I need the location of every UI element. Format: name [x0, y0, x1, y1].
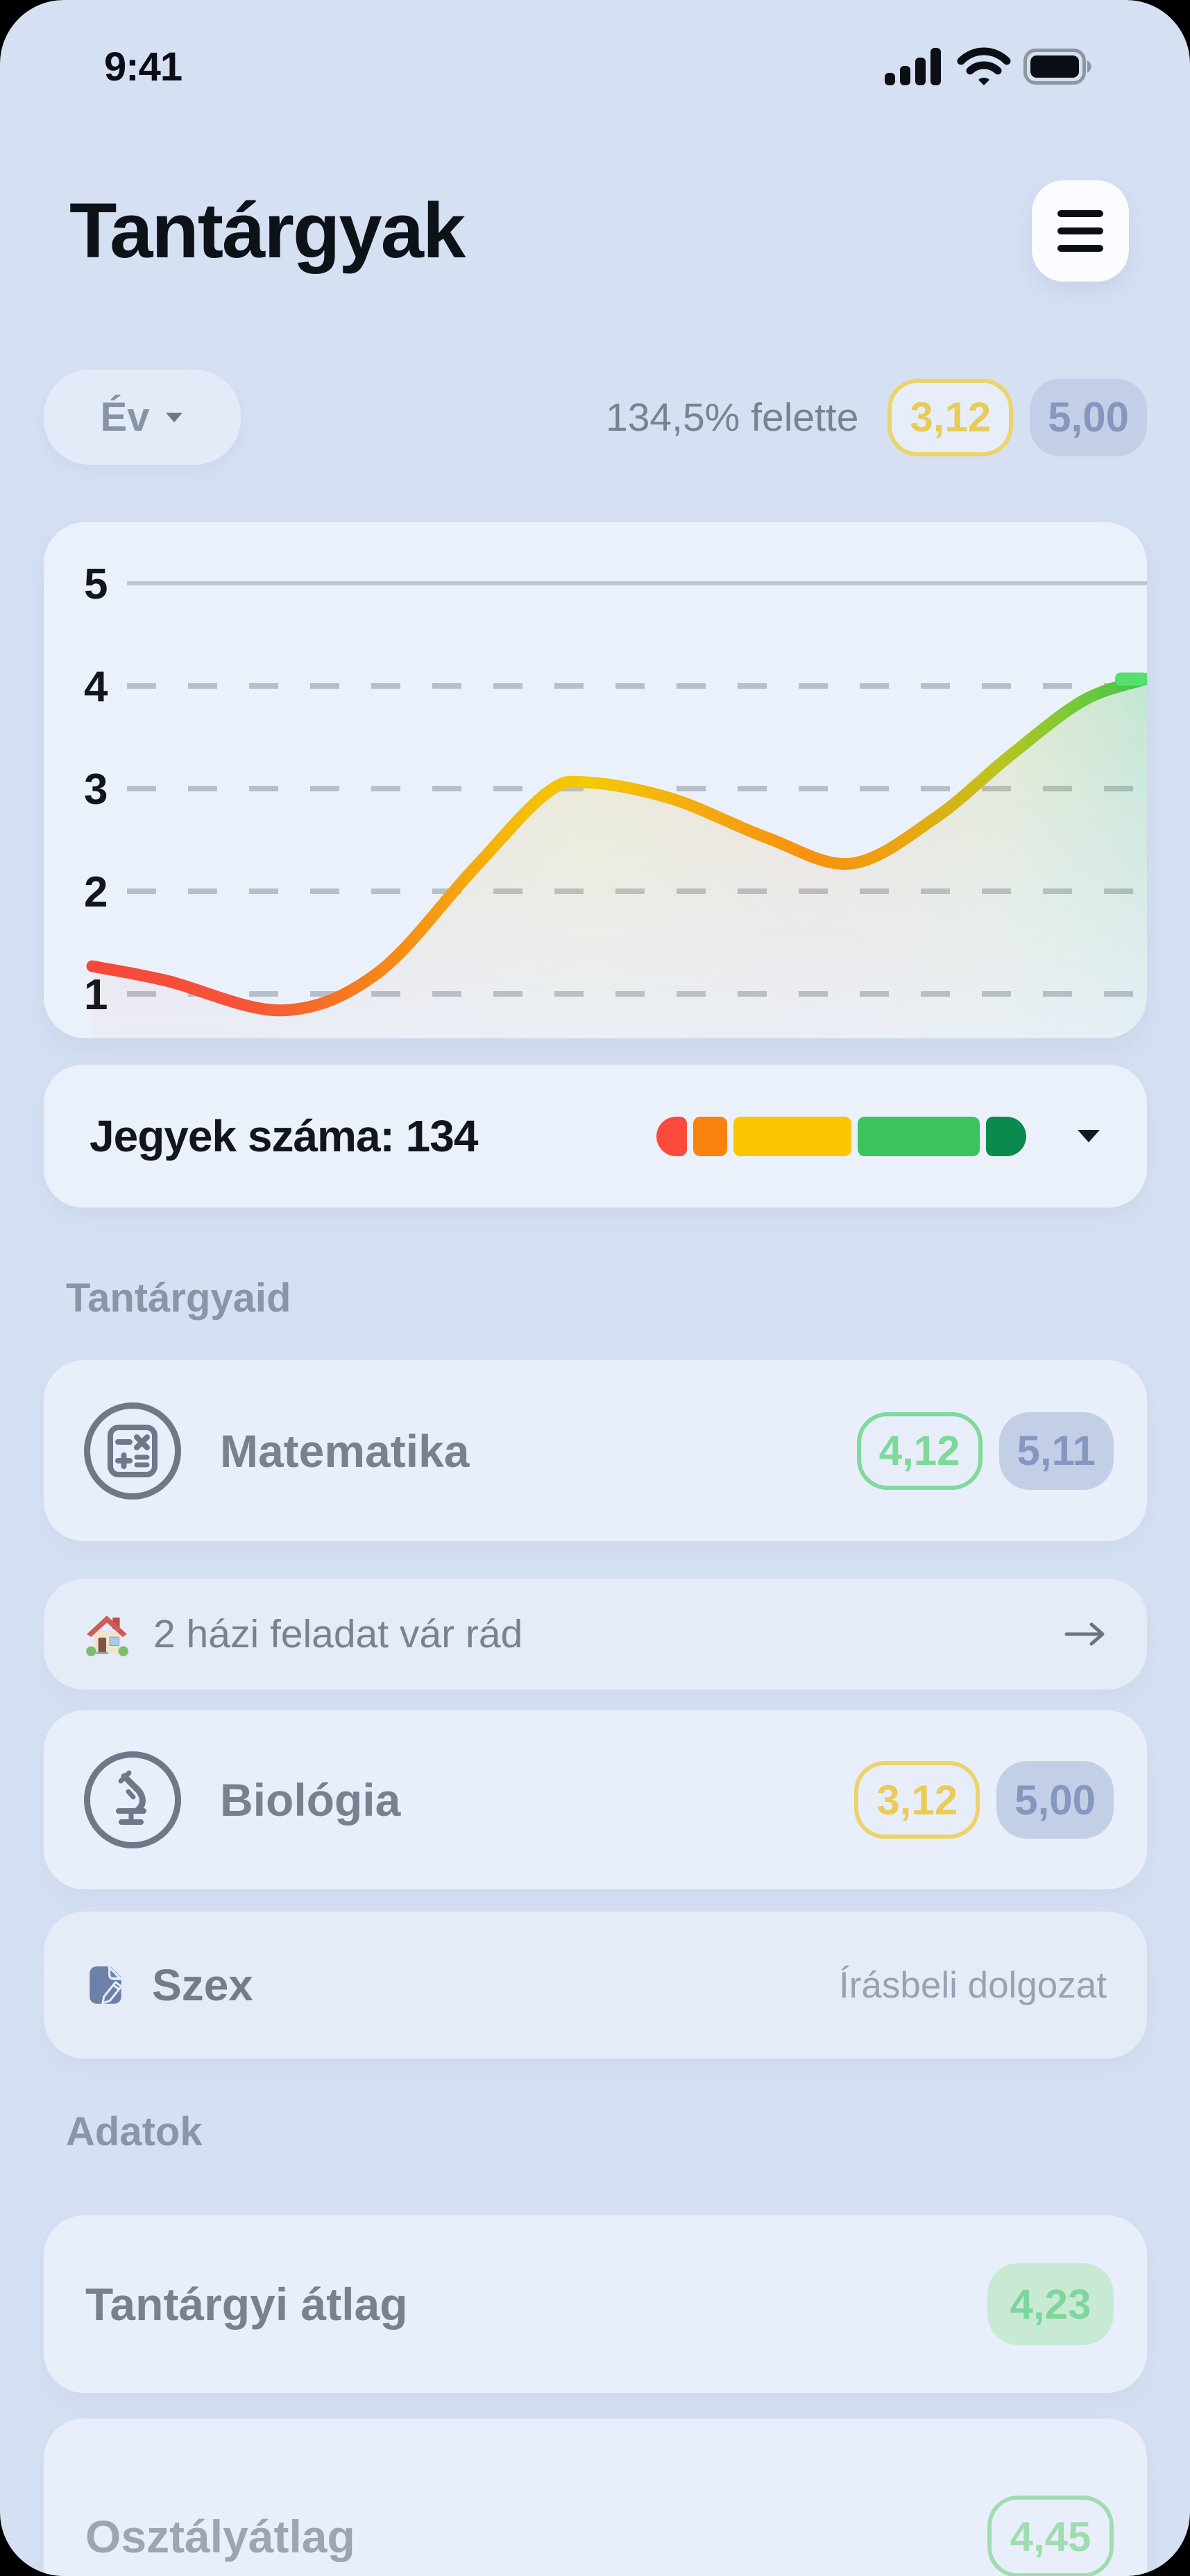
homework-text: 2 házi feladat vár rád: [153, 1612, 523, 1656]
chevron-down-icon: [166, 412, 183, 422]
grade-5-dark-green: [985, 1116, 1026, 1156]
subject-average-card: Tantárgyi átlag 4,23: [44, 2215, 1147, 2393]
data-section-header: Adatok: [66, 2109, 203, 2154]
subject-average-badge: 3,12: [854, 1761, 980, 1839]
grade-2-orange: [693, 1116, 727, 1156]
status-time: 9:41: [104, 44, 182, 89]
microscope-icon: [116, 1770, 146, 1825]
grades-count-label: Jegyek száma: 134: [90, 1111, 478, 1161]
grade-trend-chart-card: 54321: [44, 522, 1147, 1038]
hamburger-menu-icon: [1057, 209, 1103, 217]
status-bar: 9:41: [104, 44, 1093, 89]
wifi-icon: [957, 47, 1011, 85]
cellular-signal-icon: [885, 48, 941, 85]
hamburger-menu-button[interactable]: [1032, 180, 1129, 282]
class-average-card: Osztályátlag 4,45: [44, 2419, 1147, 2576]
subject-card-matematika[interactable]: Matematika 4,12 5,11: [44, 1360, 1147, 1541]
subject-icon-circle: [84, 1402, 181, 1500]
subject-class-average-badge: 5,00: [996, 1761, 1114, 1839]
status-icons: [885, 47, 1093, 86]
subject-icon-circle: [84, 1751, 181, 1848]
chart-end-marker: [1115, 672, 1147, 686]
arrow-right-icon[interactable]: [1064, 1621, 1107, 1647]
stat-value-badge: 4,23: [987, 2263, 1114, 2345]
y-tick-label: 4: [84, 663, 108, 711]
grade-4-green: [858, 1116, 980, 1156]
period-selector-label: Év: [100, 395, 150, 440]
exam-subject-name: Szex: [152, 1960, 253, 2010]
calculator-icon: [108, 1424, 158, 1477]
average-badge: 3,12: [887, 378, 1014, 456]
class-average-badge: 5,00: [1030, 378, 1147, 456]
chart-y-axis-labels: 54321: [84, 560, 108, 1019]
y-tick-label: 2: [84, 868, 108, 916]
stat-value-badge: 4,45: [987, 2496, 1114, 2576]
grade-1-red: [656, 1116, 688, 1156]
subject-average-badge: 4,12: [856, 1411, 983, 1490]
stat-label: Osztályátlag: [85, 2511, 355, 2562]
subject-name: Matematika: [220, 1425, 470, 1477]
stat-label: Tantárgyi átlag: [85, 2278, 408, 2330]
percent-above-text: 134,5% felette: [606, 395, 859, 440]
y-tick-label: 3: [84, 766, 108, 814]
header: Tantárgyak: [69, 173, 1129, 288]
chart-area-fill: [92, 678, 1147, 1038]
subject-name: Biológia: [220, 1774, 401, 1826]
subjects-section-header: Tantárgyaid: [66, 1276, 291, 1321]
memo-pencil-icon: [90, 1966, 123, 2004]
grades-count-card[interactable]: Jegyek száma: 134: [44, 1065, 1147, 1208]
exam-type-label: Írásbeli dolgozat: [839, 1964, 1107, 2006]
grade-trend-chart: 54321: [84, 560, 1147, 1038]
battery-icon: [1023, 49, 1091, 85]
subject-card-biologia[interactable]: Biológia 3,12 5,00: [44, 1710, 1147, 1889]
chart-line: [86, 673, 1147, 1017]
grade-distribution-bar: [656, 1116, 1026, 1156]
subject-badges: 3,12 5,00: [854, 1761, 1114, 1839]
house-icon: [86, 1615, 128, 1656]
y-tick-label: 5: [84, 560, 108, 608]
chevron-down-icon[interactable]: [1076, 1128, 1101, 1144]
controls-row: Év 134,5% felette 3,12 5,00: [44, 370, 1147, 465]
period-selector-button[interactable]: Év: [44, 370, 241, 465]
homework-row[interactable]: 2 házi feladat vár rád: [44, 1579, 1147, 1690]
subject-badges: 4,12 5,11: [856, 1411, 1114, 1490]
grade-3-yellow: [733, 1116, 851, 1156]
page-title: Tantárgyak: [69, 187, 466, 274]
exam-row[interactable]: Szex Írásbeli dolgozat: [44, 1912, 1147, 2059]
subject-class-average-badge: 5,11: [998, 1411, 1114, 1490]
